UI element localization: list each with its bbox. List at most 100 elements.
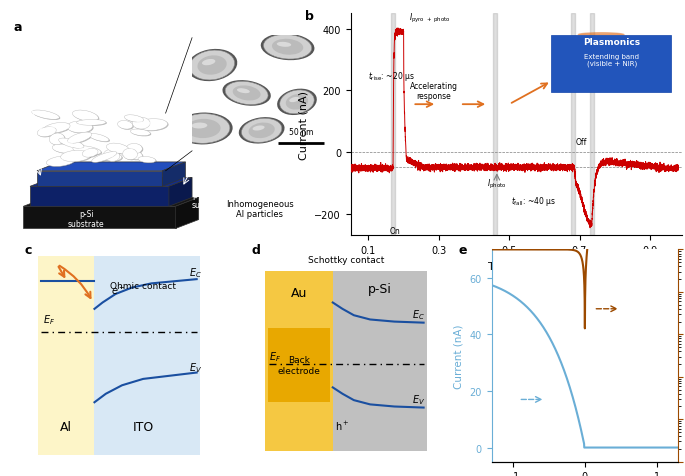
- Ellipse shape: [90, 135, 110, 143]
- Text: AlN
110 nm: AlN 110 nm: [192, 158, 221, 177]
- Ellipse shape: [58, 147, 66, 149]
- Text: $e^-$: $e^-$: [111, 286, 125, 297]
- Polygon shape: [162, 163, 186, 187]
- Ellipse shape: [130, 130, 150, 136]
- Ellipse shape: [62, 151, 92, 163]
- Text: d: d: [251, 244, 260, 257]
- Ellipse shape: [129, 147, 136, 149]
- Text: Extending band
(visible + NIR): Extending band (visible + NIR): [584, 54, 639, 67]
- Text: Plasmonics: Plasmonics: [584, 38, 640, 47]
- Ellipse shape: [33, 111, 60, 121]
- Ellipse shape: [49, 126, 59, 129]
- Ellipse shape: [127, 145, 143, 155]
- Bar: [264, 271, 333, 451]
- Bar: [268, 328, 329, 402]
- Ellipse shape: [123, 149, 138, 160]
- Ellipse shape: [138, 157, 155, 163]
- Ellipse shape: [32, 111, 60, 120]
- Text: b: b: [305, 10, 314, 23]
- Text: $E_F$: $E_F$: [42, 312, 55, 326]
- Text: $E_C$: $E_C$: [188, 265, 201, 279]
- Text: $E_F$: $E_F$: [269, 349, 282, 363]
- Ellipse shape: [137, 119, 168, 131]
- Text: $I_\mathrm{photo}$: $I_\mathrm{photo}$: [487, 177, 506, 190]
- Ellipse shape: [68, 133, 92, 144]
- Ellipse shape: [136, 121, 142, 124]
- Ellipse shape: [84, 150, 99, 159]
- Ellipse shape: [67, 122, 92, 133]
- Text: ITO
80 nm: ITO 80 nm: [10, 115, 34, 135]
- Ellipse shape: [53, 146, 77, 155]
- Ellipse shape: [73, 111, 99, 123]
- Ellipse shape: [106, 144, 129, 154]
- Ellipse shape: [92, 153, 118, 164]
- Polygon shape: [30, 187, 169, 207]
- Text: a: a: [14, 21, 22, 34]
- Ellipse shape: [73, 147, 101, 156]
- Text: h$^+$: h$^+$: [335, 419, 350, 432]
- Ellipse shape: [43, 123, 70, 134]
- Ellipse shape: [37, 128, 56, 138]
- Polygon shape: [36, 171, 162, 187]
- Text: Al
10 nm: Al 10 nm: [10, 82, 34, 101]
- Ellipse shape: [112, 147, 119, 149]
- Ellipse shape: [125, 152, 133, 155]
- Text: Inhomogeneous
Al particles: Inhomogeneous Al particles: [226, 199, 294, 219]
- Ellipse shape: [132, 130, 151, 137]
- Text: p-Si
substrate: p-Si substrate: [68, 209, 105, 228]
- Text: $I_\mathrm{pyro\ +\ photo}$: $I_\mathrm{pyro\ +\ photo}$: [409, 12, 450, 25]
- Ellipse shape: [59, 139, 84, 149]
- Polygon shape: [23, 198, 199, 207]
- Text: Al: Al: [60, 420, 72, 433]
- Ellipse shape: [88, 134, 109, 142]
- Ellipse shape: [104, 151, 121, 163]
- Ellipse shape: [49, 134, 64, 146]
- X-axis label: Time (ms): Time (ms): [488, 261, 545, 271]
- Polygon shape: [175, 198, 199, 229]
- Text: Back
electrode: Back electrode: [277, 356, 320, 375]
- Ellipse shape: [61, 151, 91, 162]
- Ellipse shape: [73, 136, 81, 139]
- Ellipse shape: [144, 123, 155, 126]
- Ellipse shape: [64, 141, 73, 145]
- Ellipse shape: [52, 145, 75, 154]
- Ellipse shape: [124, 150, 138, 161]
- Text: On: On: [390, 226, 400, 235]
- Ellipse shape: [103, 154, 123, 162]
- Ellipse shape: [82, 149, 98, 158]
- Polygon shape: [169, 178, 192, 207]
- Text: Off: Off: [576, 138, 588, 147]
- Ellipse shape: [38, 113, 47, 116]
- Ellipse shape: [119, 122, 134, 130]
- Ellipse shape: [78, 114, 87, 117]
- Ellipse shape: [67, 154, 78, 157]
- Ellipse shape: [77, 120, 106, 126]
- Ellipse shape: [138, 120, 169, 132]
- FancyBboxPatch shape: [551, 36, 671, 93]
- Ellipse shape: [50, 134, 66, 146]
- Ellipse shape: [38, 128, 58, 138]
- Ellipse shape: [53, 159, 63, 162]
- Text: p-Si: p-Si: [368, 282, 392, 295]
- Polygon shape: [30, 178, 192, 187]
- Text: $E_V$: $E_V$: [412, 392, 425, 406]
- Ellipse shape: [102, 154, 122, 162]
- Bar: [493, 14, 497, 236]
- Ellipse shape: [86, 151, 91, 154]
- Ellipse shape: [68, 133, 92, 145]
- Ellipse shape: [45, 124, 71, 134]
- Ellipse shape: [68, 122, 94, 134]
- Text: ITO: ITO: [132, 420, 153, 433]
- Ellipse shape: [83, 122, 93, 123]
- Ellipse shape: [121, 124, 126, 126]
- Ellipse shape: [47, 157, 76, 168]
- Ellipse shape: [107, 156, 114, 158]
- Ellipse shape: [97, 155, 105, 159]
- Ellipse shape: [47, 157, 75, 167]
- Ellipse shape: [92, 152, 117, 163]
- Ellipse shape: [142, 159, 148, 160]
- Ellipse shape: [103, 150, 120, 162]
- Text: Au: Au: [290, 287, 307, 299]
- Bar: [571, 14, 575, 236]
- Text: $E_C$: $E_C$: [412, 307, 425, 321]
